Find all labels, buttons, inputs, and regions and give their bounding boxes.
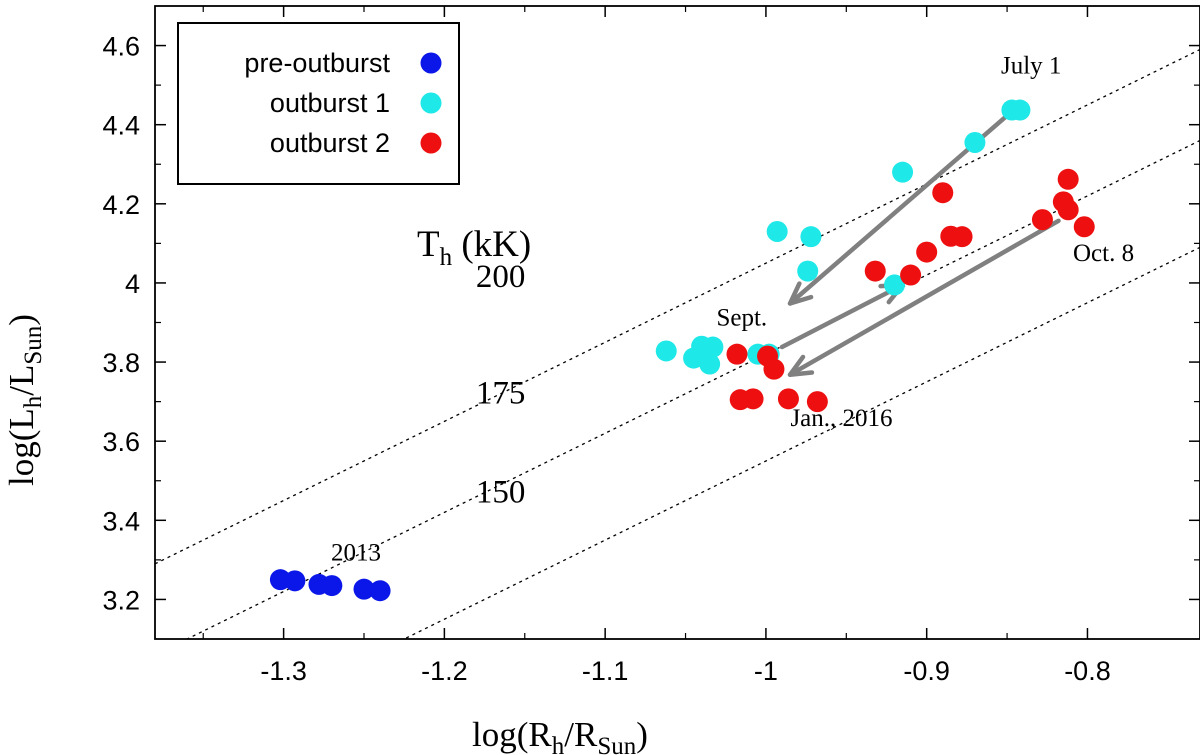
point-outburst-1 [766,221,788,243]
temperature-label-200: 200 [476,259,526,295]
point-pre-outburst [353,578,375,600]
y-axis-label: log(Lh/LSun) [2,314,47,486]
data-points [269,99,1095,602]
point-outburst-1 [699,353,721,375]
plot-frame [154,5,1200,640]
point-outburst-2 [1057,199,1079,221]
point-outburst-2 [1031,209,1053,231]
legend-label-outburst-1: outburst 1 [270,88,390,118]
y-tick-label: 3.8 [102,348,140,378]
x-tick-label: -1.2 [421,656,468,686]
annotation: 2013 [331,540,381,567]
y-tick-label: 4.2 [102,190,140,220]
y-tick-label: 3.6 [102,427,140,457]
point-outburst-1 [800,226,822,248]
legend-box [177,22,460,185]
point-outburst-1 [655,340,677,362]
arrow-line [787,218,1061,377]
temperature-line-200 [155,48,1200,565]
point-outburst-2 [864,260,886,282]
point-outburst-2 [763,358,785,380]
point-outburst-2 [806,391,828,413]
ticks: -1.3 -1.2 -1.1 -1 -0.9 -0.8 3.2 3.4 3.6 3.8 4 4.2 4.… [102,6,1200,686]
x-tick-label: -0.8 [1064,656,1111,686]
legend-marker-outburst-2 [420,132,442,154]
point-outburst-2 [916,241,938,263]
point-pre-outburst [369,580,391,602]
x-axis-label: log(Rh/RSun) [472,715,648,755]
y-tick-label: 4.6 [102,32,140,62]
temperature-line-175 [185,139,1200,639]
point-outburst-2 [726,343,748,365]
x-tick-label: -1 [754,656,778,686]
x-tick-label: -1.1 [582,656,629,686]
temperature-lines [155,48,1200,639]
point-outburst-1 [683,347,705,369]
point-outburst-2 [900,264,922,286]
annotations: 200 175 150 July 1 Sept. Oct. 8 Jan., 2016 2013 [331,52,1134,566]
point-outburst-1 [1009,99,1031,121]
annotation: Sept. [716,304,767,331]
arrow-head [787,281,814,306]
annotation: Oct. 8 [1073,240,1134,267]
point-outburst-2 [777,388,799,410]
annotation: July 1 [1001,52,1061,79]
point-outburst-2 [1057,168,1079,190]
point-outburst-2 [742,388,764,410]
y-tick-label: 4 [125,269,140,299]
x-tick-label: -0.9 [903,656,950,686]
y-tick-label: 3.2 [102,585,140,615]
point-outburst-1 [702,336,724,358]
point-outburst-2 [951,226,973,248]
y-tick-label: 4.4 [102,111,140,141]
x-tick-label: -1.3 [260,656,307,686]
point-outburst-1 [884,274,906,296]
point-pre-outburst [284,570,306,592]
arrow-line [779,282,905,350]
point-outburst-1 [892,161,914,183]
temperature-label-175: 175 [476,376,526,412]
point-outburst-2 [932,182,954,204]
legend-label-outburst-2: outburst 2 [270,128,390,158]
point-outburst-1 [797,260,819,282]
temperature-line-150 [402,246,1200,639]
y-tick-label: 3.4 [102,506,140,536]
temperature-label-150: 150 [476,475,526,511]
legend-label-pre-outburst: pre-outburst [244,48,390,78]
legend: pre-outburst outburst 1 outburst 2 [177,22,460,185]
point-outburst-2 [1073,216,1095,238]
temperature-title: Th (kK) [417,224,531,271]
arrow-head [787,354,815,377]
annotation: Jan., 2016 [790,405,892,432]
point-outburst-1 [964,131,986,153]
legend-marker-outburst-1 [420,92,442,114]
point-pre-outburst [321,575,343,597]
legend-marker-pre-outburst [420,52,442,74]
